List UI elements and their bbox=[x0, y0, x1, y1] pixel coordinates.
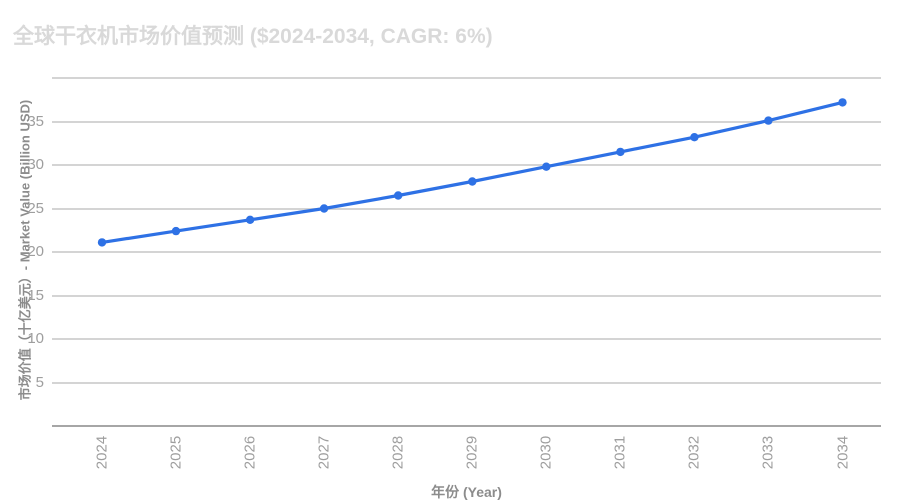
gridline-y-30 bbox=[52, 164, 881, 166]
data-point-2031[interactable] bbox=[616, 147, 625, 157]
gridline-y-40 bbox=[52, 77, 881, 79]
y-tick-label-20: 20 bbox=[27, 243, 44, 260]
x-tick-label-2027: 2027 bbox=[315, 435, 333, 470]
data-point-2024[interactable] bbox=[97, 238, 107, 247]
plot-area bbox=[52, 77, 881, 427]
y-tick-label-15: 15 bbox=[27, 286, 44, 304]
gridline-y-20 bbox=[52, 251, 881, 253]
data-point-2026[interactable] bbox=[245, 215, 255, 224]
x-tick-label-2026: 2026 bbox=[241, 435, 259, 470]
gridline-y-25 bbox=[52, 207, 881, 210]
data-point-2033[interactable] bbox=[764, 116, 773, 125]
data-point-2030[interactable] bbox=[542, 162, 551, 171]
y-tick-label-5: 5 bbox=[35, 373, 44, 391]
x-axis-line bbox=[52, 425, 881, 427]
x-tick-label-2033: 2033 bbox=[759, 435, 777, 470]
data-point-2025[interactable] bbox=[171, 226, 181, 236]
data-point-2028[interactable] bbox=[394, 191, 403, 200]
y-tick-label-30: 30 bbox=[27, 156, 44, 173]
x-axis-title: 年份 (Year) bbox=[431, 484, 502, 500]
gridline-y-35 bbox=[52, 120, 881, 123]
x-tick-label-2024: 2024 bbox=[93, 435, 111, 470]
x-tick-label-2034: 2034 bbox=[834, 435, 851, 470]
x-tick-label-2030: 2030 bbox=[537, 435, 555, 470]
gridline-y-15 bbox=[52, 294, 881, 297]
x-tick-label-2032: 2032 bbox=[685, 435, 703, 470]
data-point-2027[interactable] bbox=[319, 204, 329, 213]
x-tick-label-2031: 2031 bbox=[611, 435, 629, 470]
x-tick-label-2029: 2029 bbox=[463, 435, 481, 470]
y-tick-label-35: 35 bbox=[27, 112, 44, 130]
series-line bbox=[100, 100, 845, 244]
data-point-2029[interactable] bbox=[468, 177, 477, 186]
x-tick-label-2025: 2025 bbox=[167, 435, 185, 470]
series-layer bbox=[97, 98, 847, 247]
data-point-2034[interactable] bbox=[838, 98, 847, 107]
y-tick-label-25: 25 bbox=[27, 199, 44, 217]
x-tick-label-2028: 2028 bbox=[389, 435, 407, 470]
data-point-2032[interactable] bbox=[690, 133, 699, 142]
y-tick-label-10: 10 bbox=[27, 330, 44, 347]
chart-title: 全球干衣机市场价值预测 ($2024-2034, CAGR: 6%) bbox=[13, 25, 493, 48]
gridline-y-10 bbox=[52, 338, 881, 340]
gridline-y-5 bbox=[52, 381, 881, 384]
